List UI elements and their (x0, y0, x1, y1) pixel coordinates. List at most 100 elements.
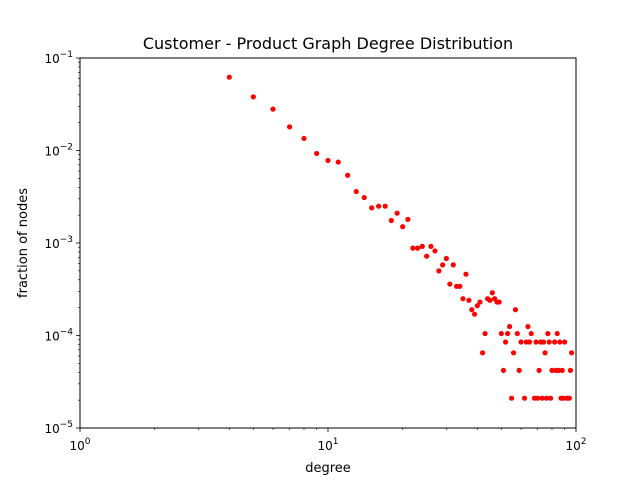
y-tick-label-base: 10 (44, 145, 59, 159)
chart-title: Customer - Product Graph Degree Distribu… (143, 34, 513, 53)
data-point (415, 245, 421, 251)
data-point (489, 290, 495, 296)
y-tick-label-exponent: −5 (60, 420, 73, 430)
data-point (369, 205, 375, 211)
x-axis-label: degree (305, 461, 351, 476)
data-points (226, 74, 575, 401)
data-point (477, 299, 483, 305)
x-tick-label-exponent: 1 (333, 437, 339, 447)
x-tick-label-exponent: 2 (581, 437, 587, 447)
data-point (552, 339, 558, 345)
y-tick-label: 10−4 (44, 328, 73, 344)
data-point (554, 330, 560, 337)
data-point (443, 255, 449, 262)
y-tick-label-base: 10 (44, 237, 59, 251)
x-tick-label: 100 (69, 437, 90, 453)
x-tick-label-exponent: 0 (85, 437, 91, 447)
data-point (479, 350, 486, 356)
data-point (376, 203, 382, 209)
data-point (539, 395, 545, 401)
x-tick-label-base: 10 (69, 439, 84, 453)
data-point (436, 268, 442, 274)
data-point (509, 395, 515, 401)
x-tick-label: 101 (317, 437, 338, 453)
data-point (447, 281, 453, 287)
data-point (512, 307, 519, 313)
data-point (518, 339, 524, 345)
data-point (353, 188, 359, 195)
data-point (569, 350, 575, 356)
y-tick-label-exponent: −1 (60, 50, 73, 60)
data-point (474, 303, 480, 309)
data-point (536, 367, 542, 373)
data-point (325, 157, 331, 164)
data-point (557, 339, 563, 345)
data-point (440, 262, 446, 268)
data-point (466, 297, 472, 303)
y-tick-label: 10−5 (44, 420, 73, 436)
data-point (534, 395, 541, 401)
data-point (528, 330, 534, 337)
data-point (560, 395, 567, 401)
data-point (361, 194, 367, 201)
data-point (505, 330, 511, 337)
y-tick-label-base: 10 (44, 330, 59, 344)
data-point (457, 283, 463, 289)
data-point (394, 210, 400, 216)
y-tick-label-exponent: −4 (60, 328, 74, 338)
data-point (527, 339, 533, 345)
data-point (545, 330, 551, 337)
data-point (549, 367, 555, 373)
data-point (400, 224, 406, 230)
y-tick-label-base: 10 (44, 52, 59, 66)
data-point (500, 367, 507, 373)
data-point (507, 323, 513, 330)
y-tick-label: 10−2 (44, 143, 73, 159)
data-point (510, 350, 517, 356)
y-tick-label-exponent: −3 (60, 235, 73, 245)
data-point (314, 150, 320, 157)
data-point (487, 297, 493, 303)
data-point (428, 243, 434, 249)
data-point (566, 395, 572, 401)
x-tick-label-base: 10 (565, 439, 580, 453)
data-point (567, 367, 574, 373)
data-point (543, 395, 550, 401)
data-point (533, 339, 539, 345)
data-point (548, 395, 554, 401)
x-tick-label-base: 10 (317, 439, 332, 453)
data-point (419, 243, 425, 249)
data-point (469, 307, 475, 313)
data-point (424, 253, 430, 259)
data-point (471, 311, 478, 317)
y-tick-label-exponent: −2 (60, 143, 73, 153)
x-tick-label: 102 (565, 437, 586, 453)
data-point (410, 245, 416, 251)
data-point (542, 350, 548, 356)
data-point (250, 94, 256, 100)
data-point (388, 217, 394, 224)
data-point (301, 135, 307, 142)
data-point (540, 339, 547, 345)
data-point (546, 339, 552, 345)
data-point (432, 248, 438, 254)
data-point (562, 339, 568, 345)
y-tick-label-base: 10 (44, 422, 59, 436)
data-point (460, 296, 466, 302)
data-point (521, 395, 528, 401)
data-point (555, 367, 562, 373)
data-point (525, 323, 531, 330)
data-point (502, 339, 509, 345)
data-point (226, 74, 232, 80)
data-point (559, 367, 565, 373)
y-tick-label: 10−3 (44, 235, 73, 251)
data-point (382, 203, 388, 209)
data-point (450, 262, 456, 268)
data-point (514, 330, 520, 337)
data-point (335, 159, 341, 165)
data-point (463, 271, 469, 277)
data-point (496, 299, 502, 305)
data-point (345, 172, 351, 178)
